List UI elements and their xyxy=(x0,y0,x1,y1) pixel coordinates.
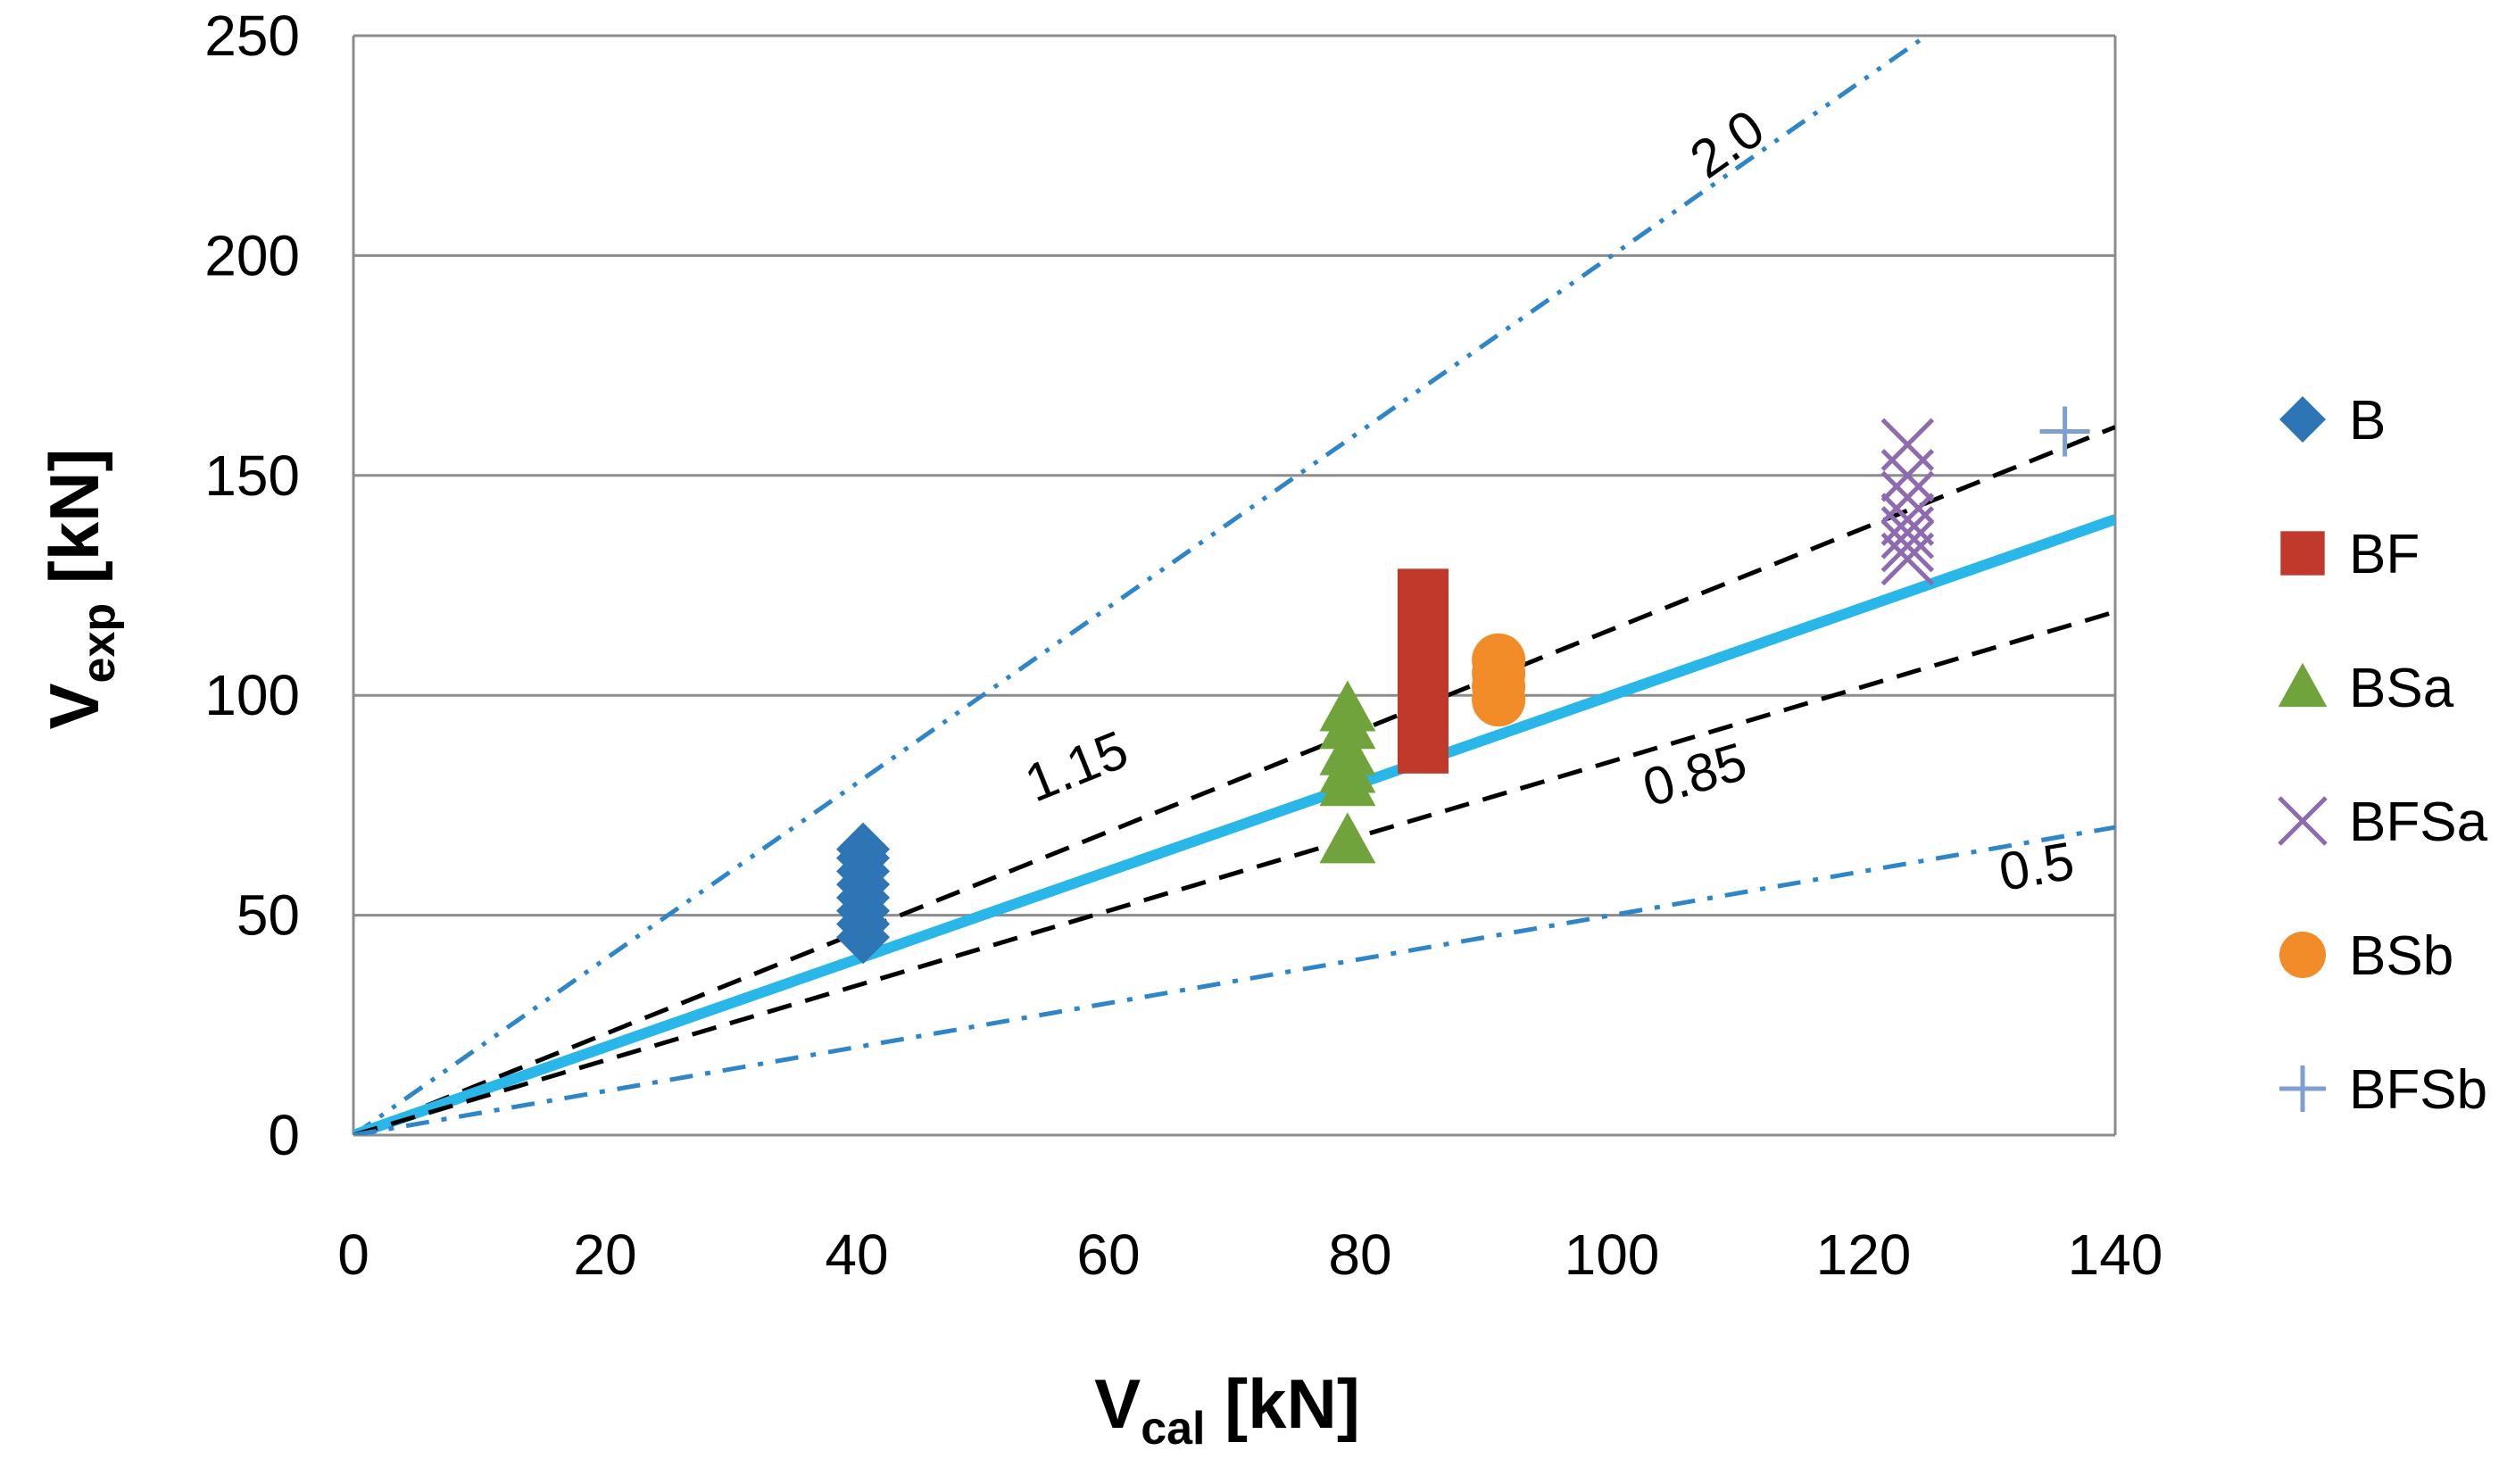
x-tick-label: 140 xyxy=(2068,1223,2163,1287)
legend-marker-bsb xyxy=(2279,932,2326,978)
legend-label: BSa xyxy=(2349,658,2454,719)
legend-label: BF xyxy=(2349,524,2420,585)
data-point-bsa xyxy=(1319,680,1376,732)
legend-marker-bfsa xyxy=(2278,796,2328,846)
plot-frame xyxy=(352,36,2117,1135)
legend-marker-b xyxy=(2279,396,2326,443)
data-point-bfsb xyxy=(2039,406,2090,457)
reference-line-labels: 2.0 1.15 0.85 0.5 xyxy=(1017,98,2078,902)
x-tick-label: 40 xyxy=(825,1223,888,1287)
data-point-bsa xyxy=(1319,724,1376,775)
data-markers xyxy=(836,406,2090,965)
y-tick-label: 150 xyxy=(204,444,300,508)
legend-item-bf: BF xyxy=(2280,524,2420,585)
data-point-bf xyxy=(1398,568,1449,620)
y-tick-label: 50 xyxy=(237,883,300,948)
reference-line-label: 0.5 xyxy=(1995,831,2079,902)
reference-lines xyxy=(353,36,2115,1135)
reference-line-label: 0.85 xyxy=(1636,731,1753,817)
data-point-bsa xyxy=(1319,812,1376,864)
x-axis-ticks: 0 20 40 60 80 100 120 140 xyxy=(337,1223,2162,1287)
legend-label: BSb xyxy=(2349,925,2453,987)
data-point-bfsa xyxy=(1880,418,1935,472)
y-axis-ticks: 0 50 100 150 200 250 xyxy=(204,4,300,1167)
reference-line-0-85 xyxy=(353,609,2115,1135)
x-tick-label: 0 xyxy=(337,1223,369,1287)
reference-line-0-5 xyxy=(353,825,2115,1135)
y-tick-label: 0 xyxy=(268,1103,300,1167)
y-axis-title-sub: exp xyxy=(73,603,125,684)
x-axis-title-sub: cal xyxy=(1141,1403,1205,1455)
legend-marker-bsa xyxy=(2278,662,2328,708)
x-tick-label: 60 xyxy=(1076,1223,1140,1287)
y-axis-title: Vexp [kN] xyxy=(35,449,125,730)
x-tick-label: 20 xyxy=(573,1223,636,1287)
x-axis-title-unit: [kN] xyxy=(1205,1364,1359,1443)
y-axis-title-unit: [kN] xyxy=(35,449,113,603)
y-axis-title-main: V xyxy=(35,683,113,729)
data-point-bfsa xyxy=(1880,493,1935,546)
reference-line-label: 1.15 xyxy=(1017,719,1135,814)
x-tick-label: 120 xyxy=(1816,1223,1912,1287)
reference-line-2-0 xyxy=(353,36,1928,1135)
legend-label: BFSa xyxy=(2349,792,2488,853)
grid-lines xyxy=(353,34,2115,1137)
legend-label: BFSb xyxy=(2349,1059,2487,1121)
legend-marker-bf xyxy=(2280,531,2325,576)
legend-item-bfsa: BFSa xyxy=(2278,792,2488,853)
x-axis-title-main: V xyxy=(1094,1364,1141,1443)
reference-line-unity xyxy=(353,514,2115,1135)
x-axis-title: Vcal [kN] xyxy=(1094,1364,1360,1455)
legend-item-bsa: BSa xyxy=(2278,658,2454,719)
y-tick-label: 200 xyxy=(204,223,300,287)
data-point-bsb xyxy=(1472,633,1526,687)
y-tick-label: 250 xyxy=(204,4,300,68)
legend: B BF BSa BFSa BSb BFSb xyxy=(2278,390,2488,1121)
legend-label: B xyxy=(2349,390,2386,452)
reference-line-label: 2.0 xyxy=(1680,98,1775,190)
data-point-bfsa xyxy=(1880,518,1935,573)
data-point-b xyxy=(836,822,891,876)
data-point-bfsa xyxy=(1880,470,1935,525)
legend-item-bfsb: BFSb xyxy=(2279,1059,2487,1121)
reference-line-1-15 xyxy=(353,425,2115,1135)
legend-item-b: B xyxy=(2279,390,2386,452)
y-tick-label: 100 xyxy=(204,663,300,727)
x-tick-label: 80 xyxy=(1328,1223,1391,1287)
legend-item-bsb: BSb xyxy=(2279,925,2453,987)
data-point-bfsa xyxy=(1880,532,1935,586)
x-tick-label: 100 xyxy=(1565,1223,1660,1287)
legend-marker-bfsb xyxy=(2279,1065,2326,1112)
